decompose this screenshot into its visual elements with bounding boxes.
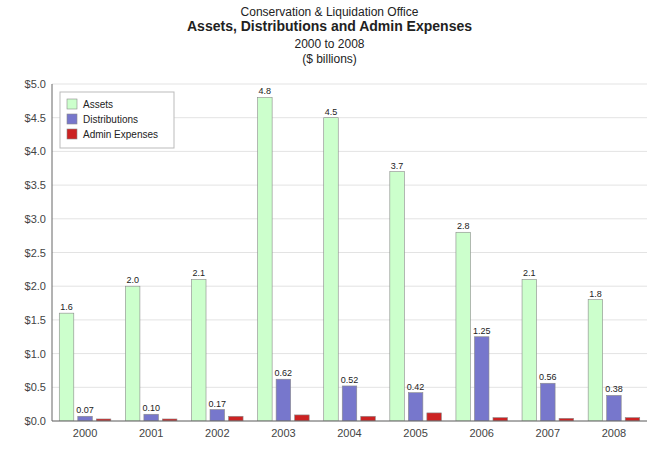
y-tick-label: $4.5 <box>25 112 46 124</box>
y-tick-label: $2.5 <box>25 247 46 259</box>
data-label: 0.10 <box>142 403 160 413</box>
x-tick-label: 2005 <box>403 427 427 439</box>
bar <box>427 413 442 421</box>
data-label: 4.5 <box>325 107 338 117</box>
data-label: 3.7 <box>391 161 404 171</box>
y-tick-label: $3.5 <box>25 179 46 191</box>
bar <box>474 337 489 421</box>
data-label: 0.52 <box>341 375 359 385</box>
grid-line <box>52 151 647 152</box>
bar <box>588 300 603 421</box>
title: ($ billions) <box>302 52 357 66</box>
data-label: 1.25 <box>473 326 491 336</box>
x-tick-label: 2006 <box>469 427 493 439</box>
bar <box>210 410 225 421</box>
grid-line <box>52 286 647 287</box>
bar <box>607 395 622 421</box>
title: Conservation & Liquidation Office <box>241 5 419 19</box>
y-tick-label: $5.0 <box>25 78 46 90</box>
y-tick-label: $1.0 <box>25 348 46 360</box>
data-label: 0.56 <box>539 372 557 382</box>
legend-swatch <box>67 129 77 139</box>
bar <box>125 286 140 421</box>
bar <box>295 415 310 421</box>
bar <box>390 172 405 421</box>
bar <box>361 416 376 421</box>
bar <box>59 313 74 421</box>
title: Assets, Distributions and Admin Expenses <box>187 18 472 34</box>
x-axis <box>52 421 647 422</box>
bar <box>276 379 291 421</box>
legend-label: Distributions <box>83 114 138 125</box>
bar <box>493 418 508 421</box>
data-label: 1.6 <box>60 302 73 312</box>
y-tick-label: $3.0 <box>25 213 46 225</box>
legend-swatch <box>67 99 77 109</box>
bar <box>191 279 206 421</box>
y-tick-label: $0.5 <box>25 381 46 393</box>
grid-line <box>52 218 647 219</box>
y-tick-label: $1.5 <box>25 314 46 326</box>
y-tick-label: $4.0 <box>25 145 46 157</box>
y-axis <box>52 84 53 421</box>
bar <box>408 393 423 421</box>
grid-line <box>52 421 647 422</box>
bar <box>229 416 244 421</box>
bar <box>258 97 273 421</box>
x-tick-label: 2008 <box>602 427 626 439</box>
y-tick-label: $2.0 <box>25 280 46 292</box>
bar <box>625 418 640 421</box>
x-tick-label: 2001 <box>139 427 163 439</box>
x-tick-label: 2007 <box>536 427 560 439</box>
x-tick-label: 2004 <box>337 427 361 439</box>
grid-line <box>52 353 647 354</box>
bar <box>456 232 471 421</box>
legend-swatch <box>67 114 77 124</box>
data-label: 1.8 <box>589 289 602 299</box>
data-label: 4.8 <box>259 86 272 96</box>
grid-line <box>52 319 647 320</box>
x-tick-label: 2003 <box>271 427 295 439</box>
data-label: 2.1 <box>523 268 536 278</box>
data-label: 2.1 <box>192 268 205 278</box>
bar <box>541 383 556 421</box>
x-tick-label: 2002 <box>205 427 229 439</box>
legend-label: Admin Expenses <box>83 129 158 140</box>
data-label: 0.07 <box>76 405 94 415</box>
data-label: 2.0 <box>126 275 139 285</box>
title: 2000 to 2008 <box>294 37 364 51</box>
bar <box>324 118 339 421</box>
data-label: 0.17 <box>209 399 227 409</box>
bar <box>144 414 159 421</box>
data-labels: 1.6 2.0 2.1 4.8 4.5 3.7 2.8 2.1 1.8 0.07 0.10 0.17 0… <box>60 86 622 415</box>
legend-label: Assets <box>83 99 113 110</box>
legend-box <box>60 92 174 148</box>
data-label: 0.38 <box>605 384 623 394</box>
legend: Assets Distributions Admin Expenses <box>60 92 174 148</box>
x-tick-label: 2000 <box>73 427 97 439</box>
bar <box>78 416 93 421</box>
y-tick-label: $0.0 <box>25 415 46 427</box>
grid <box>52 84 647 421</box>
bar <box>342 386 357 421</box>
data-label: 0.42 <box>407 382 425 392</box>
grid-line <box>52 185 647 186</box>
bar <box>522 279 537 421</box>
data-label: 0.62 <box>275 368 293 378</box>
grid-line <box>52 84 647 85</box>
grid-line <box>52 252 647 253</box>
data-label: 2.8 <box>457 221 470 231</box>
chart: Conservation & Liquidation OfficeAssets,… <box>0 0 659 453</box>
